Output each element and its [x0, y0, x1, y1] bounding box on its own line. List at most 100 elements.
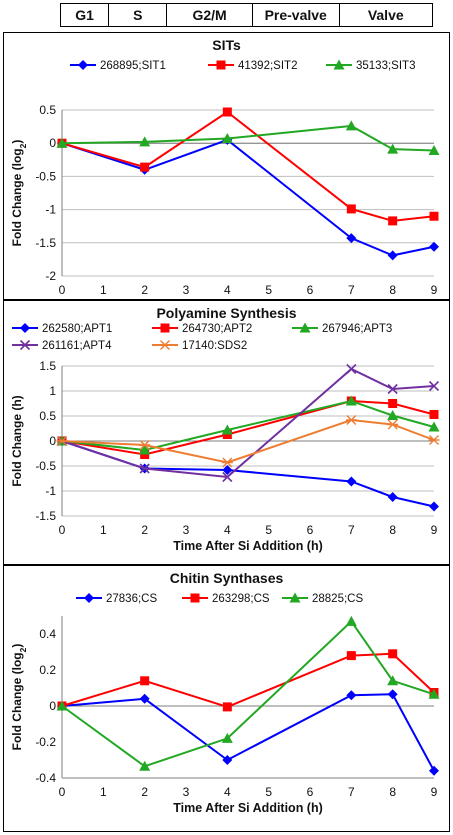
series-4-point-1: [139, 440, 151, 450]
legend-label: 267946;APT3: [322, 323, 392, 335]
legend-label: 17140:SDS2: [182, 340, 247, 352]
series-1-line: [61, 110, 435, 222]
series-2: [56, 395, 440, 455]
series-2-point-3: [345, 615, 357, 626]
x-tick-label: 7: [348, 283, 355, 297]
legend-item-1: 263298;CS: [182, 593, 270, 605]
legend-item-2: 267946;APT3: [292, 322, 392, 335]
series-4-point-legend: [159, 340, 171, 350]
legend-item-2: 28825;CS: [282, 592, 363, 605]
series-0-point-3: [346, 690, 357, 701]
series-3-point-1: [139, 463, 150, 474]
y-tick-label: 0.5: [39, 409, 56, 423]
series-1-point-3: [346, 204, 356, 214]
series-2-point-1: [139, 136, 151, 147]
series-2: [56, 615, 440, 771]
series-4-point-2: [221, 457, 233, 468]
x-tick-label: 8: [389, 785, 396, 799]
series-4-point-0: [56, 436, 68, 446]
series-0: [57, 689, 439, 776]
y-tick-label: 0: [49, 699, 56, 713]
series-2-point-3: [345, 395, 357, 406]
series-3-point-2: [222, 471, 233, 483]
series-1-point-5: [429, 211, 439, 221]
series-2: [56, 120, 440, 156]
series-2-point-legend: [289, 592, 301, 603]
cell-cycle-phase-bar: G1 S G2/M Pre-valve Valve: [60, 3, 433, 27]
series-2-point-2: [221, 732, 233, 743]
legend-item-0: 27836;CS: [76, 593, 157, 605]
series-1: [57, 396, 439, 459]
legend-label: 261161;APT4: [42, 340, 112, 352]
series-2-point-4: [387, 143, 399, 154]
x-axis-label: Time After Si Addition (h): [173, 539, 323, 553]
series-2-point-0: [56, 700, 68, 711]
series-1-point-legend: [190, 593, 200, 603]
x-tick-label: 6: [307, 283, 314, 297]
legend-label: 28825;CS: [312, 593, 363, 605]
series-4-point-3: [345, 415, 357, 425]
y-tick-label: -1: [45, 203, 56, 217]
series-2-point-5: [428, 145, 440, 156]
series-4-point-5: [428, 435, 440, 445]
series-2-point-4: [387, 410, 399, 420]
chart-title: Chitin Synthases: [170, 570, 284, 586]
series-0-point-legend: [20, 323, 30, 333]
phase-s: S: [109, 4, 168, 26]
phase-pre-valve: Pre-valve: [253, 4, 340, 26]
series-2-line: [61, 399, 435, 452]
legend-label: 263298;CS: [212, 593, 270, 605]
series-2-point-legend: [299, 322, 311, 333]
y-tick-label: -0.5: [35, 459, 56, 473]
series-2-point-3: [345, 120, 357, 131]
x-tick-label: 3: [183, 785, 190, 799]
x-tick-label: 5: [265, 523, 272, 537]
series-0-point-5: [429, 241, 439, 252]
x-tick-label: 9: [431, 785, 438, 799]
series-0-point-3: [346, 476, 357, 487]
series-0-point-4: [387, 492, 398, 502]
x-tick-label: 9: [431, 523, 438, 537]
x-tick-label: 4: [224, 785, 231, 799]
x-tick-label: 1: [100, 283, 107, 297]
x-tick-label: 2: [141, 283, 148, 297]
series-0-point-5: [429, 765, 439, 776]
chart-svg: Chitin Synthases 27836;CS 263298;CS 28825;C…: [10, 570, 440, 815]
series-0-point-2: [222, 465, 233, 475]
y-tick-label: -2: [45, 269, 56, 283]
y-tick-label: -0.2: [35, 735, 56, 749]
chart-panel-sits: SITs 268895;SIT1 41392;SIT2 35133;SIT3 0.5 0-…: [3, 32, 450, 300]
x-tick-label: 3: [183, 523, 190, 537]
series-1-point-legend: [160, 323, 170, 333]
series-3-point-3: [346, 363, 357, 375]
x-tick-label: 0: [59, 523, 66, 537]
legend-item-4: 17140:SDS2: [152, 340, 247, 352]
chart-title: Polyamine Synthesis: [156, 305, 296, 321]
x-tick-label: 3: [183, 283, 190, 297]
series-2-line: [61, 619, 435, 768]
series-2-point-5: [428, 421, 440, 432]
series-0-point-4: [387, 250, 398, 261]
x-tick-label: 0: [59, 283, 66, 297]
y-tick-label: -1.5: [35, 509, 56, 523]
y-tick-label: 0.4: [39, 627, 56, 641]
x-tick-label: 7: [348, 785, 355, 799]
y-tick-label: 0.2: [39, 663, 56, 677]
series-0-point-3: [346, 233, 357, 244]
series-2-point-legend: [333, 59, 345, 70]
series-4: [56, 415, 440, 468]
y-tick-label: 1.5: [39, 359, 56, 373]
x-tick-label: 6: [307, 785, 314, 799]
series-3-line: [61, 367, 435, 479]
series-0: [57, 134, 439, 261]
series-2-point-5: [428, 688, 440, 699]
x-tick-label: 2: [141, 785, 148, 799]
legend-label: 262580;APT1: [42, 323, 112, 335]
legend-label: 27836;CS: [106, 593, 157, 605]
legend-item-0: 262580;APT1: [12, 323, 112, 335]
legend-item-1: 264730;APT2: [152, 323, 252, 335]
series-2-point-4: [387, 675, 399, 686]
series-2-point-1: [139, 760, 151, 771]
series-3-point-legend: [19, 339, 31, 351]
